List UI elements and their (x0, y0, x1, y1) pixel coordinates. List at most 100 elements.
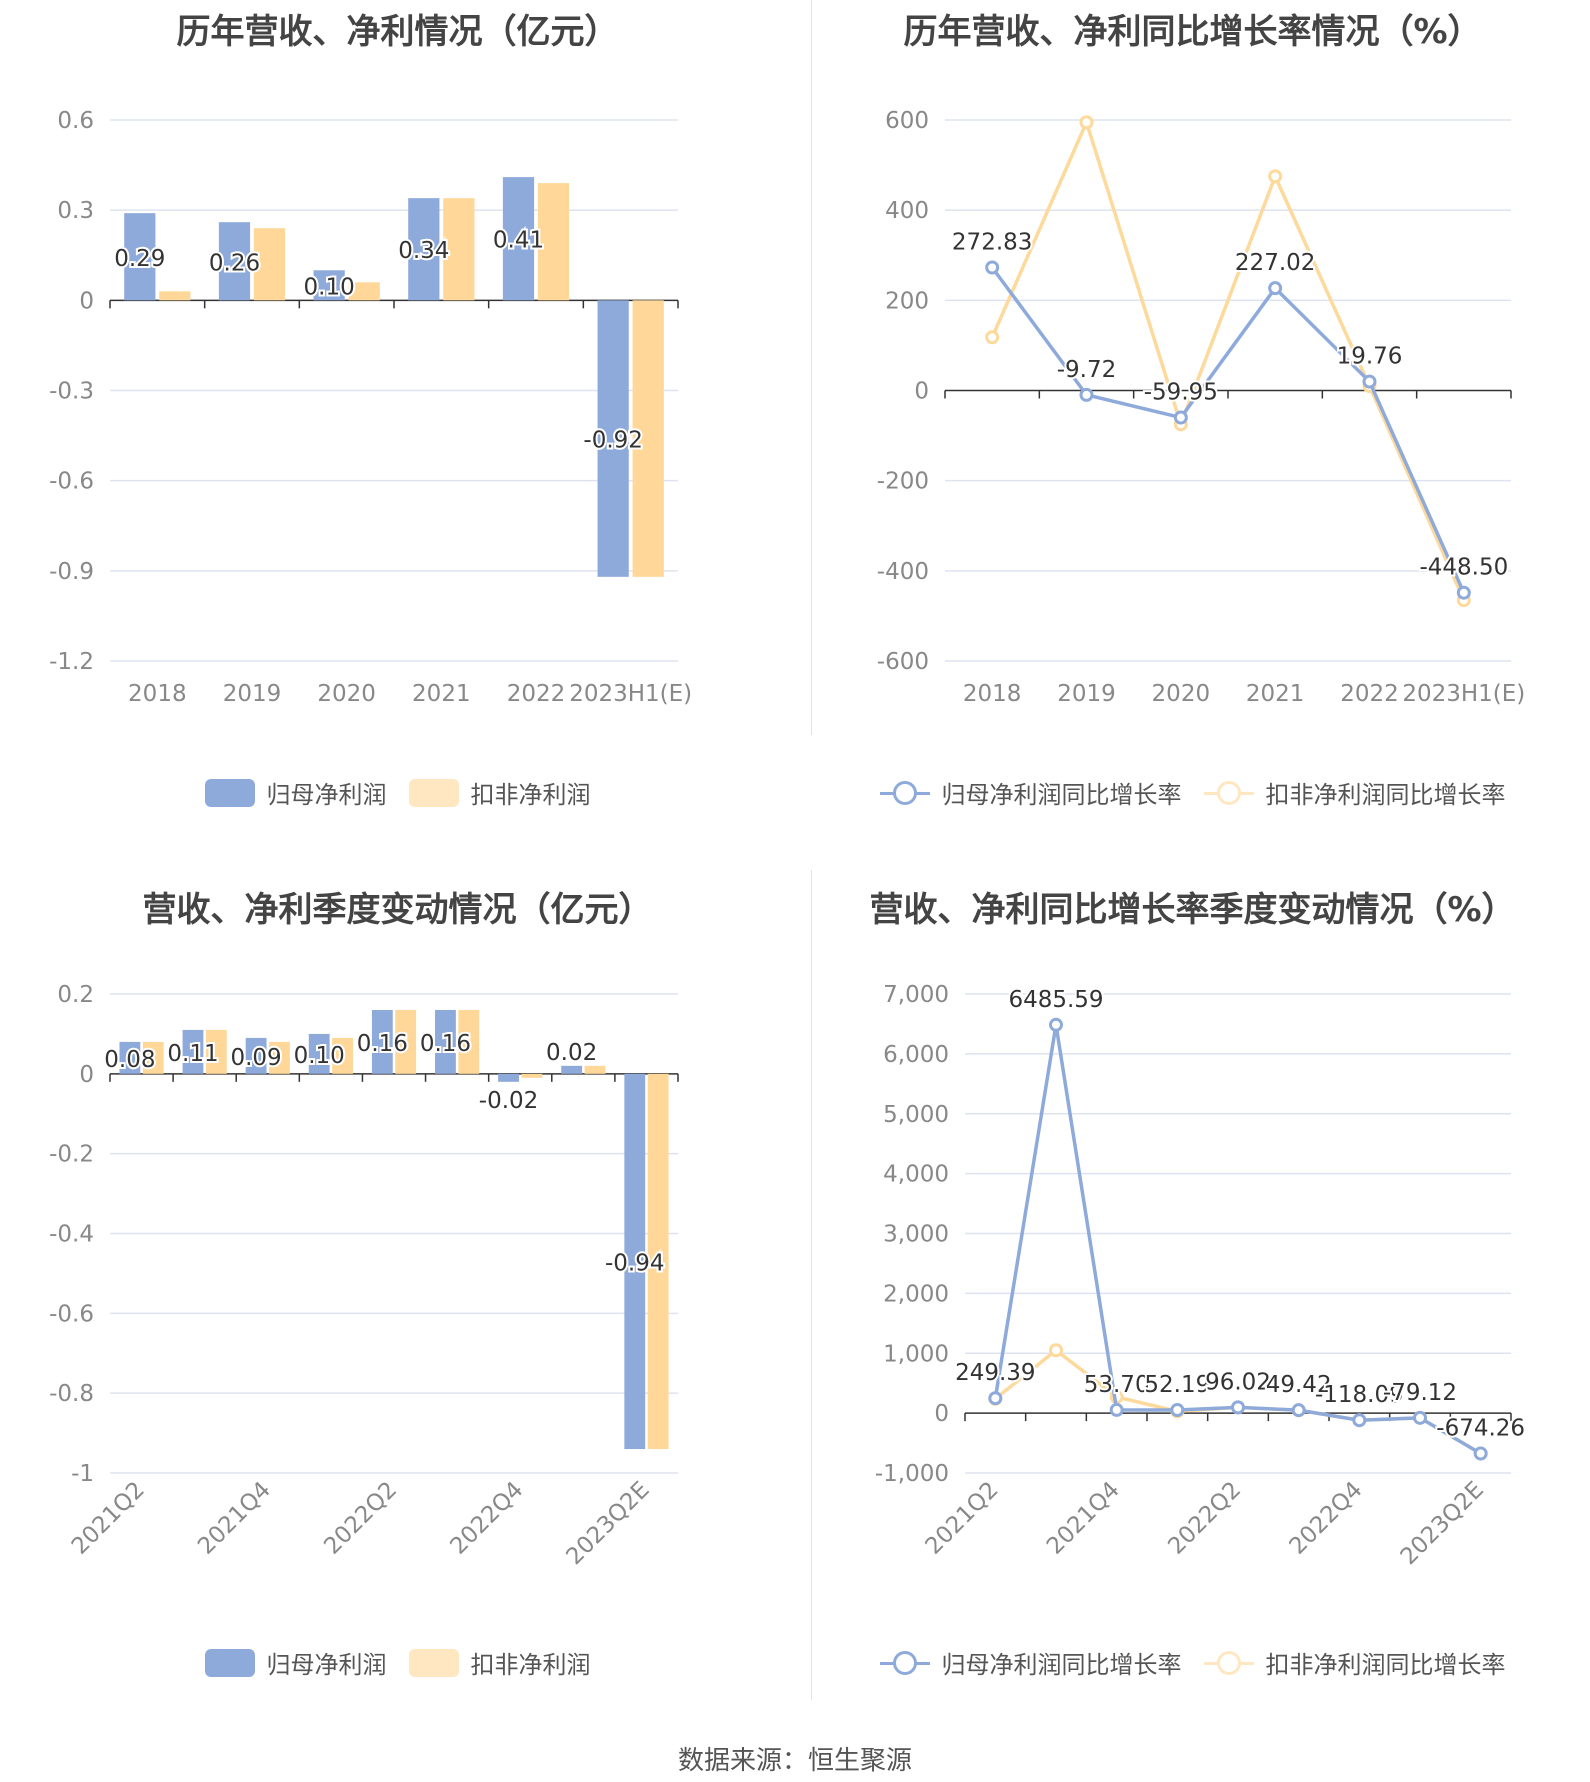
data-label: 249.39 (955, 1360, 1035, 1386)
y-tick-label: 6,000 (883, 1042, 949, 1068)
y-tick-label: -0.8 (49, 1381, 94, 1407)
x-tick-label: 2021Q4 (1042, 1477, 1125, 1560)
bar-chart-annual-profit: 0.6 0.3 0 -0.3 -0.6 -0.9 -1.2 2018 2019 2020 2021 2… (49, 108, 692, 707)
y-tick-label: 600 (885, 108, 929, 134)
y-tick-label: 5,000 (883, 1102, 949, 1128)
legend-item-series2[interactable]: 扣非净利润 (408, 775, 591, 810)
data-point (1079, 387, 1094, 402)
y-tick-label: -1,000 (875, 1461, 949, 1487)
y-tick-label: 1,000 (883, 1341, 949, 1367)
data-point (1268, 281, 1283, 296)
bar-series1 (502, 177, 535, 301)
legend-label: 扣非净利润 (470, 1651, 591, 1679)
chart-panel-annual-profit: 历年营收、净利情况（亿元） 0.6 0.3 0 -0.3 -0.6 -0.9 -1.2 201… (0, 0, 795, 870)
y-tick-label: 200 (885, 288, 929, 314)
legend: 归母净利润同比增长率 扣非净利润同比增长率 (795, 775, 1590, 810)
x-tick-label: 2022Q4 (1285, 1477, 1368, 1560)
data-point (1456, 585, 1471, 600)
legend-line-series1 (879, 1648, 930, 1678)
data-label: 0.29 (114, 246, 165, 272)
data-point (1109, 1402, 1124, 1417)
x-tick-label: 2020 (1152, 681, 1211, 707)
data-label: -0.92 (583, 428, 643, 454)
legend-swatch-series1 (204, 778, 255, 807)
bar-series1 (408, 198, 440, 301)
x-tick-label: 2021Q4 (193, 1477, 276, 1560)
x-tick-label: 2021Q2 (921, 1477, 1004, 1560)
legend-item-series2[interactable]: 扣非净利润 (408, 1645, 591, 1680)
data-label: -118.09 (1315, 1382, 1404, 1408)
data-label: 0.10 (304, 274, 355, 300)
data-point (1291, 1403, 1306, 1418)
data-label: 96.02 (1205, 1369, 1271, 1395)
y-tick-label: -400 (877, 559, 929, 585)
legend-item-series1[interactable]: 归母净利润同比增长率 (879, 1645, 1182, 1680)
x-tick-label: 2022Q4 (446, 1477, 529, 1560)
x-tick-label: 2023H1(E) (1402, 681, 1525, 707)
data-label: 53.70 (1084, 1372, 1150, 1398)
y-tick-label: 0 (934, 1401, 949, 1427)
legend-item-series1[interactable]: 归母净利润 (204, 775, 387, 810)
bar-series2 (269, 1041, 290, 1074)
data-label: -79.12 (1383, 1380, 1457, 1406)
legend: 归母净利润 扣非净利润 (0, 1645, 795, 1680)
y-tick-label: 0 (79, 288, 94, 314)
bar-series2 (537, 183, 570, 301)
data-point (985, 260, 1000, 275)
bar-series1 (313, 270, 345, 301)
series-line-series1 (990, 266, 1466, 594)
bar-series2 (647, 1073, 669, 1450)
y-tick-label: -0.4 (49, 1222, 94, 1248)
y-tick-label: 400 (885, 198, 929, 224)
chart-title: 营收、净利季度变动情况（亿元） (142, 890, 653, 930)
bar-series2 (632, 300, 664, 577)
y-tick-label: -0.9 (49, 559, 94, 585)
bar-series2 (332, 1037, 353, 1074)
data-point (1173, 410, 1188, 425)
vertical-divider-bottom (811, 870, 812, 1700)
bar-series1 (371, 1009, 393, 1074)
data-label: 49.42 (1266, 1372, 1332, 1398)
chart-title: 历年营收、净利同比增长率情况（%） (903, 12, 1482, 52)
data-point (1268, 169, 1283, 184)
bar-series2 (584, 1065, 606, 1074)
y-tick-label: -0.6 (49, 1301, 94, 1327)
x-tick-label: 2021Q2 (67, 1477, 150, 1560)
legend-item-series2[interactable]: 扣非净利润同比增长率 (1203, 1645, 1506, 1680)
data-point (1049, 1017, 1063, 1032)
legend-swatch-series2 (408, 1648, 459, 1677)
x-tick-label: 2022Q2 (1163, 1477, 1246, 1560)
data-point (985, 330, 1000, 345)
legend-item-series1[interactable]: 归母净利润 (204, 1645, 387, 1680)
x-tick-label: 2022Q2 (319, 1477, 402, 1560)
legend-label: 扣非净利润同比增长率 (1265, 1651, 1506, 1679)
data-point (1049, 1343, 1063, 1358)
data-label: -0.94 (605, 1250, 665, 1276)
legend-label: 归母净利润 (266, 1651, 387, 1679)
x-tick-label: 2021 (412, 681, 471, 707)
legend-label: 扣非净利润 (470, 781, 591, 809)
legend-item-series1[interactable]: 归母净利润同比增长率 (879, 775, 1182, 810)
chart-title: 历年营收、净利情况（亿元） (176, 12, 619, 52)
legend-line-series2 (1203, 1648, 1254, 1678)
data-label: 0.16 (357, 1031, 408, 1057)
bar-series1 (435, 1009, 456, 1074)
legend: 归母净利润同比增长率 扣非净利润同比增长率 (795, 1645, 1590, 1680)
bar-series1 (182, 1029, 204, 1074)
bar-series1 (597, 300, 629, 577)
data-point (1352, 1413, 1367, 1428)
data-point (1231, 1400, 1245, 1415)
y-tick-label: 0.3 (57, 198, 94, 224)
bar-series2 (159, 291, 191, 301)
y-tick-label: -0.3 (49, 379, 94, 405)
bar-series2 (395, 1009, 417, 1074)
legend-line-series1 (879, 778, 930, 808)
data-point (1079, 115, 1094, 130)
data-label: 0.26 (209, 250, 260, 276)
legend-item-series2[interactable]: 扣非净利润同比增长率 (1203, 775, 1506, 810)
x-tick-label: 2022 (1340, 681, 1399, 707)
x-tick-label: 2019 (223, 681, 282, 707)
y-tick-label: 4,000 (883, 1162, 949, 1188)
data-label: 0.10 (294, 1043, 345, 1069)
bar-series1 (119, 1041, 141, 1074)
